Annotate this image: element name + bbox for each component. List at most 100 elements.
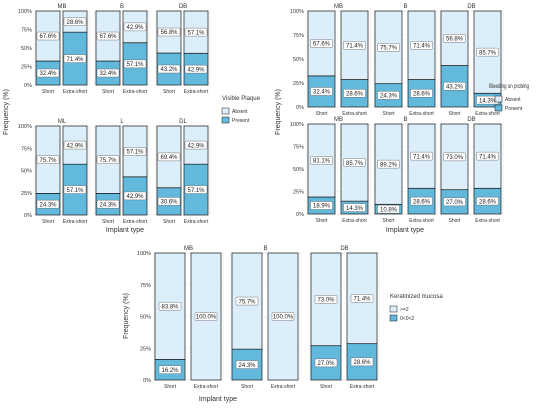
- data-label-box: [123, 191, 147, 201]
- x-tick-label: Extra-short: [63, 219, 88, 225]
- legend: Visible Plaque Absent Present: [221, 96, 261, 124]
- y-tick-label: 100%: [290, 9, 304, 15]
- data-label: 71.4%: [413, 154, 431, 160]
- data-label-box: [157, 197, 181, 206]
- x-axis-title: Implant type: [106, 227, 144, 234]
- data-label: 69.4%: [160, 155, 178, 161]
- x-axis-title: Implant type: [199, 396, 237, 403]
- data-label: 56.8%: [446, 36, 464, 42]
- data-label-box: [476, 47, 499, 57]
- x-tick-label: Short: [449, 218, 462, 224]
- panel-mb: MB 0% 25% 50% 75% 100% 18.9% 81.1% Short 14.3% 85.…: [290, 117, 371, 224]
- x-tick-label: Extra-short: [475, 111, 500, 117]
- data-label-box: [194, 312, 218, 321]
- data-label: 14.3%: [346, 206, 364, 212]
- panel-dl: DL 30.6% 69.4% Short 57.1% 42.9% Extra-short: [155, 119, 211, 225]
- y-axis-title: Frequency (%): [123, 293, 130, 339]
- y-tick-label: 100%: [18, 124, 32, 130]
- panel-mb: MB 0% 25% 50% 75% 100% 32.4% 67.6% Short 28.6% 71.…: [290, 4, 371, 117]
- data-label: 42.9%: [66, 143, 84, 149]
- y-tick-label: 75%: [21, 28, 32, 34]
- x-tick-label: Extra-short: [342, 218, 367, 224]
- y-tick-label: 25%: [21, 191, 32, 197]
- data-label-box: [63, 54, 87, 63]
- data-label: 42.9%: [187, 143, 205, 149]
- data-label: 28.6%: [413, 91, 431, 97]
- data-label-box: [310, 39, 333, 48]
- data-label-box: [63, 185, 87, 194]
- data-label: 67.6%: [99, 34, 117, 40]
- data-label: 71.4%: [66, 57, 84, 63]
- data-label: 42.9%: [126, 25, 144, 31]
- data-label-box: [36, 68, 60, 78]
- chart-2: MB 0% 25% 50% 75% 100% 32.4% 67.6% Short 28.6% 71.…: [275, 4, 529, 234]
- legend-entry: 0<0<2: [400, 316, 414, 322]
- data-label: 24.3%: [238, 363, 256, 369]
- data-label-box: [235, 360, 259, 369]
- data-label-box: [235, 296, 259, 306]
- data-label: 30.6%: [160, 200, 178, 206]
- data-label-box: [343, 89, 366, 98]
- x-tick-label: Extra-short: [123, 219, 148, 225]
- y-tick-label: 100%: [18, 9, 32, 15]
- legend-entry: >=2: [400, 307, 409, 313]
- data-label-box: [443, 82, 466, 91]
- data-label-box: [63, 140, 87, 150]
- data-label-box: [36, 155, 60, 164]
- panel-mb: MB 0% 25% 50% 75% 100% 32.4% 67.6% Short 71.4% 28.…: [18, 4, 90, 95]
- facet-label: DB: [467, 117, 475, 123]
- data-label-box: [310, 87, 333, 96]
- data-label: 18.9%: [313, 204, 331, 210]
- data-label-box: [271, 312, 295, 321]
- y-tick-label: 0%: [296, 212, 304, 218]
- facet-label: B: [120, 4, 124, 10]
- x-tick-label: Short: [42, 89, 55, 95]
- x-tick-label: Short: [163, 89, 176, 95]
- data-label: 24.3%: [39, 202, 57, 208]
- facet-label: DL: [179, 119, 187, 125]
- legend-entry: Absent: [232, 109, 248, 115]
- y-tick-label: 0%: [24, 83, 32, 89]
- y-tick-label: 0%: [143, 378, 151, 384]
- legend-entry: Absent: [505, 97, 521, 103]
- x-tick-label: Short: [383, 111, 396, 117]
- data-label: 24.3%: [380, 94, 398, 100]
- data-label-box: [443, 197, 466, 207]
- data-label: 24.3%: [99, 202, 117, 208]
- data-label-box: [184, 27, 208, 37]
- y-axis-title: Frequency (%): [3, 89, 10, 135]
- x-tick-label: Short: [164, 384, 177, 390]
- data-label: 14.3%: [479, 98, 497, 104]
- data-label-box: [350, 294, 374, 303]
- data-label-box: [184, 64, 208, 74]
- x-tick-label: Extra-short: [342, 111, 367, 117]
- legend-entry: Present: [505, 106, 523, 112]
- data-label-box: [123, 22, 147, 32]
- data-label-box: [36, 199, 60, 209]
- data-label: 85.7%: [479, 50, 497, 56]
- y-tick-label: 0%: [296, 105, 304, 111]
- data-label-box: [158, 365, 182, 374]
- facet-label: L: [120, 119, 124, 125]
- panel-l: L 24.3% 75.7% Short 42.9% 57.1% Extra-short: [94, 119, 150, 225]
- legend-entry: Present: [232, 118, 250, 124]
- x-tick-label: Short: [102, 89, 115, 95]
- facet-label: MB: [184, 246, 193, 252]
- legend-title: Bleeding on probing: [489, 84, 529, 90]
- x-tick-label: Extra-short: [271, 384, 296, 390]
- x-tick-label: Extra-short: [63, 89, 88, 95]
- data-label: 71.4%: [353, 297, 371, 303]
- legend-swatch-absent: [221, 107, 230, 115]
- data-label: 75.7%: [39, 158, 57, 164]
- data-label: 83.8%: [161, 304, 179, 310]
- y-tick-label: 50%: [21, 169, 32, 175]
- data-label: 43.2%: [160, 67, 178, 73]
- data-label: 71.4%: [346, 43, 364, 49]
- legend-swatch-present: [221, 116, 230, 124]
- data-label: 56.8%: [160, 30, 178, 36]
- data-label-box: [158, 302, 182, 311]
- data-label-box: [184, 140, 208, 150]
- x-tick-label: Extra-short: [475, 218, 500, 224]
- x-tick-label: Short: [320, 384, 333, 390]
- data-label-box: [377, 43, 400, 52]
